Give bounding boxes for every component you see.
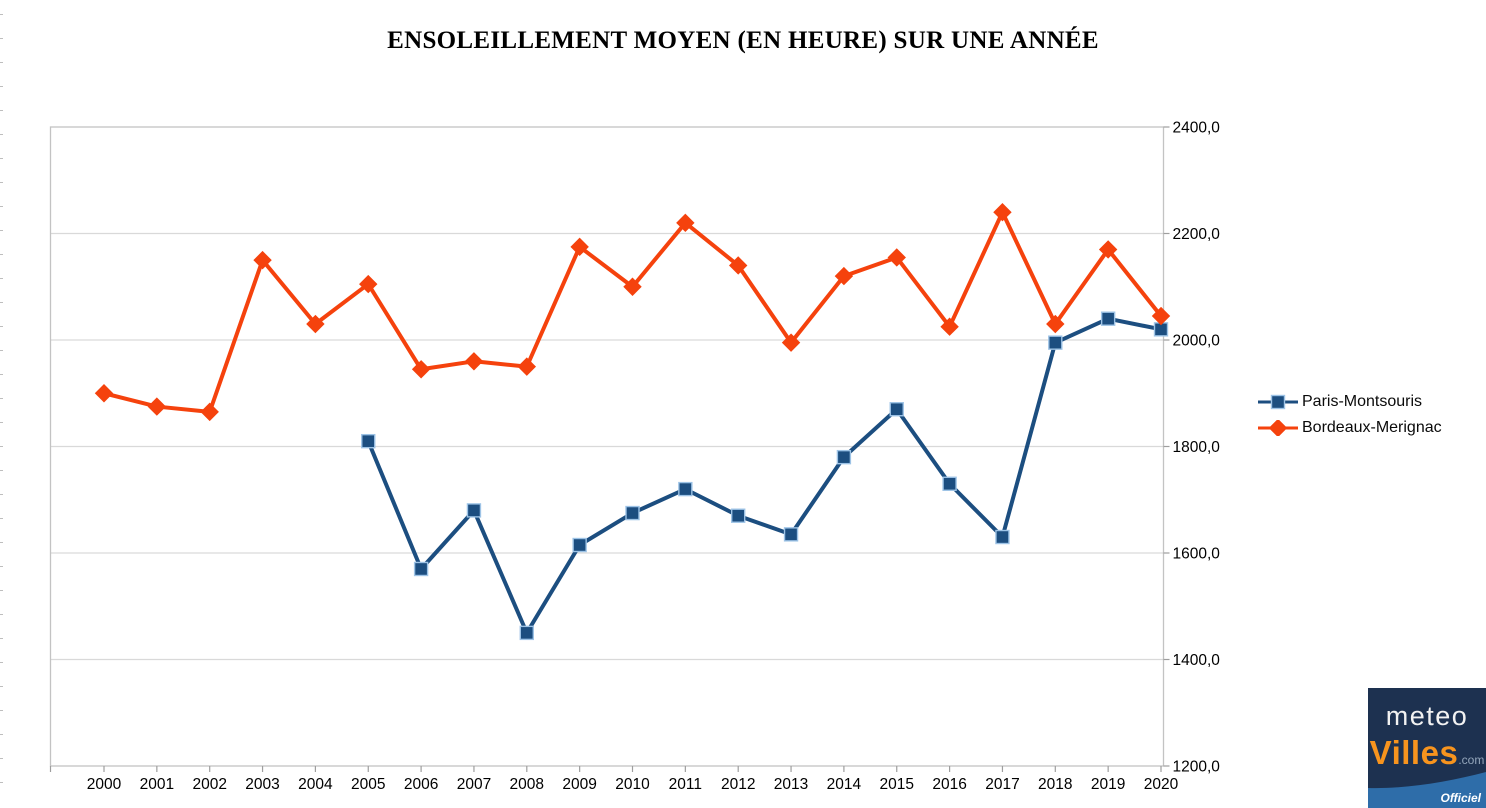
x-tick-label: 2007 [457, 776, 491, 793]
x-tick-label: 2016 [932, 776, 966, 793]
x-tick-label: 2012 [721, 776, 755, 793]
x-tick-label: 2013 [774, 776, 808, 793]
x-tick-label: 2009 [562, 776, 596, 793]
x-tick-label: 2010 [615, 776, 650, 793]
gridlines [50, 232, 1164, 661]
y-axis-right: 2400,0 2200,0 2000,0 1800,0 1600,0 1400,0 1200… [1163, 120, 1221, 776]
y-tick-label: 1200,0 [1173, 759, 1221, 776]
series-markers-paris-montsouris [361, 311, 1169, 641]
legend: Paris-Montsouris Bordeaux-Merignac [1257, 389, 1442, 441]
x-tick-label: 2006 [404, 776, 438, 793]
legend-item-bordeaux-merignac: Bordeaux-Merignac [1257, 415, 1442, 441]
y-tick-label: 1800,0 [1173, 439, 1221, 456]
series-line-bordeaux-merignac [102, 210, 1163, 414]
logo-meteo-text: meteo [1385, 701, 1469, 731]
y-tick-label: 1400,0 [1173, 652, 1221, 669]
x-tick-label: 2017 [985, 776, 1019, 793]
x-axis: 2000 2001 2002 2003 2004 2005 2006 2007 2008 2009… [49, 766, 1179, 793]
chart-title: ENSOLEILLEMENT MOYEN (EN HEURE) SUR UNE … [387, 27, 1099, 54]
logo-com-text: .com [1458, 753, 1485, 767]
x-tick-label: 2005 [351, 776, 385, 793]
logo-officiel-badge: Officiel [1440, 791, 1481, 805]
x-tick-label: 2020 [1144, 776, 1179, 793]
legend-marker-diamond-icon [1258, 420, 1298, 436]
y-tick-label: 2400,0 [1173, 120, 1221, 137]
x-tick-label: 2001 [140, 776, 174, 793]
legend-marker-square-icon [1258, 394, 1298, 410]
x-tick-label: 2011 [669, 776, 702, 793]
legend-label: Paris-Montsouris [1302, 393, 1423, 410]
legend-label: Bordeaux-Merignac [1302, 419, 1442, 436]
y-tick-label: 1600,0 [1173, 546, 1221, 563]
x-tick-label: 2019 [1091, 776, 1125, 793]
x-tick-label: 2000 [87, 776, 122, 793]
series-markers-bordeaux-merignac [94, 202, 1171, 422]
x-tick-label: 2003 [245, 776, 279, 793]
page-break-dashes [0, 14, 3, 800]
y-tick-label: 2000,0 [1173, 333, 1221, 350]
series-line-paris-montsouris [366, 316, 1163, 635]
x-tick-label: 2014 [827, 776, 862, 793]
x-tick-label: 2015 [880, 776, 914, 793]
x-tick-label: 2002 [192, 776, 226, 793]
x-tick-label: 2004 [298, 776, 333, 793]
legend-item-paris-montsouris: Paris-Montsouris [1257, 389, 1442, 415]
logo-villes-text: Villes [1369, 734, 1459, 771]
logo-swoosh [1368, 772, 1486, 808]
x-tick-label: 2008 [510, 776, 544, 793]
meteovilles-logo: meteo Villes.com Officiel [1368, 688, 1486, 808]
x-tick-label: 2018 [1038, 776, 1072, 793]
y-tick-label: 2200,0 [1173, 226, 1221, 243]
logo-villes-line: Villes.com [1368, 734, 1486, 772]
